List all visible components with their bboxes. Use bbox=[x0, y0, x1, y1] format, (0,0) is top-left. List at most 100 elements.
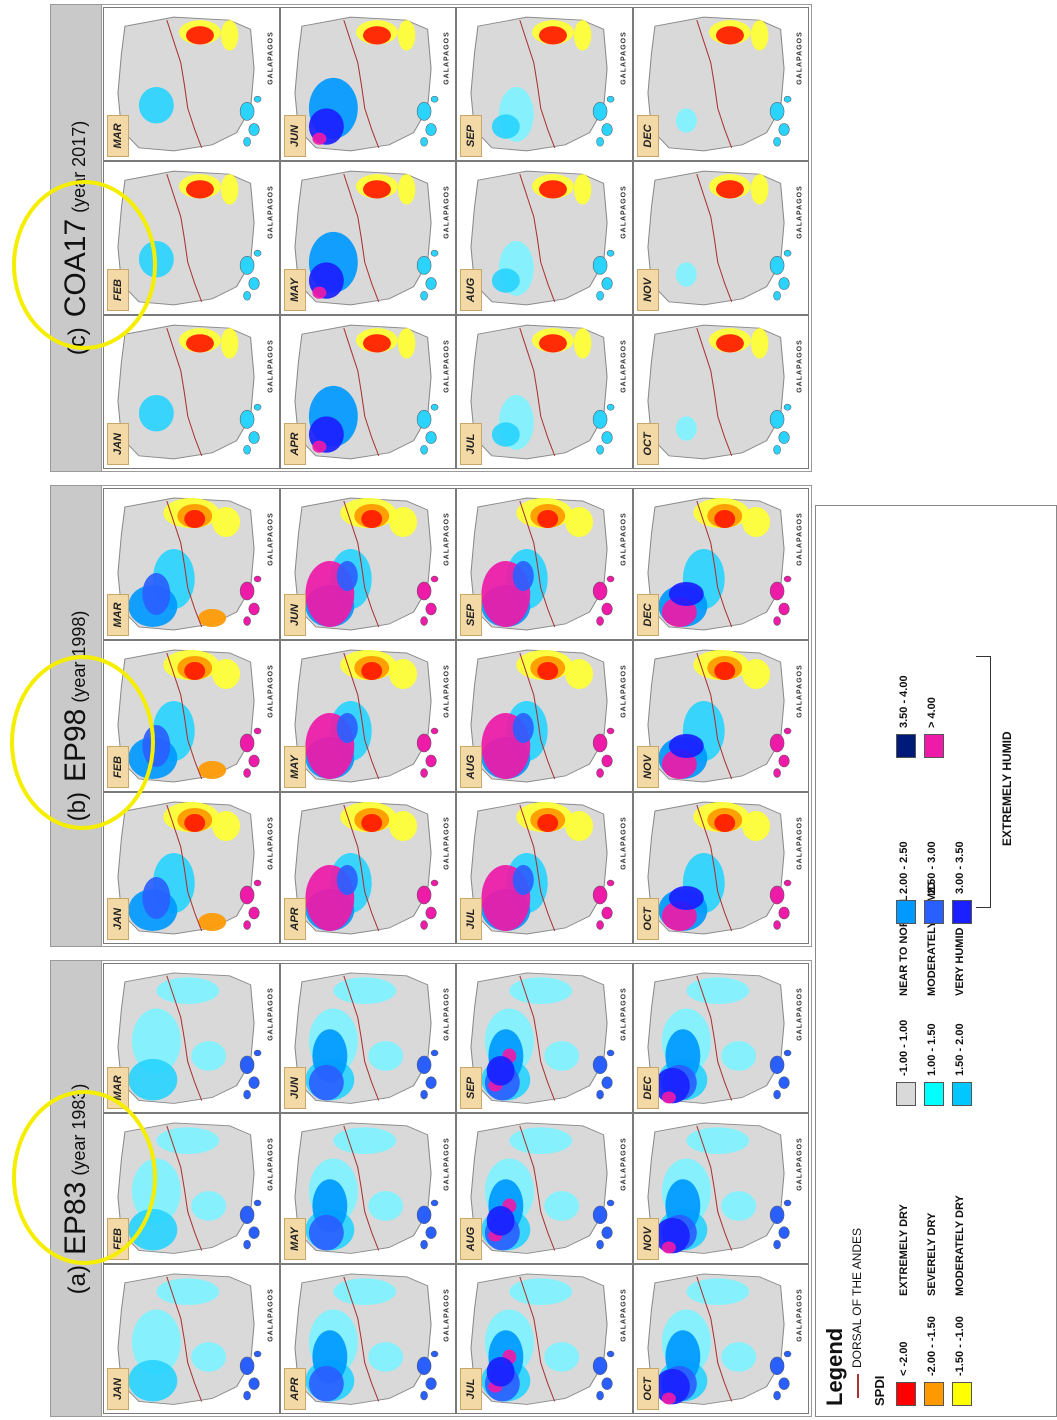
map-cell-oct: GALAPAGOS OCT bbox=[632, 1263, 809, 1414]
legend-range: < -2.00 bbox=[898, 1341, 910, 1376]
galapagos-label: GALAPAGOS bbox=[443, 31, 451, 85]
galapagos-label: GALAPAGOS bbox=[620, 185, 627, 239]
map-cell-apr: GALAPAGOS APR bbox=[279, 315, 456, 469]
ecuador-map bbox=[293, 324, 438, 460]
map-cell-jun: GALAPAGOS JUN bbox=[279, 7, 456, 161]
ecuador-map bbox=[470, 1273, 615, 1405]
legend-swatch bbox=[896, 734, 916, 758]
ecuador-map bbox=[293, 170, 438, 306]
dorsal-line bbox=[695, 174, 732, 302]
legend: Legend DORSAL OF THE ANDES SPDI < -2.00 EXTR… bbox=[815, 505, 1057, 1417]
dorsal-line bbox=[342, 975, 379, 1101]
map-cell-jan: GALAPAGOS JAN bbox=[103, 792, 280, 944]
ecuador-map bbox=[646, 972, 791, 1104]
dorsal-line bbox=[519, 20, 556, 148]
galapagos-label: GALAPAGOS bbox=[620, 512, 627, 566]
highlight-circle bbox=[10, 655, 155, 830]
map-cell-oct: GALAPAGOS OCT bbox=[632, 792, 809, 944]
legend-range: -1.00 - 1.00 bbox=[898, 1019, 910, 1076]
dorsal-line bbox=[342, 174, 379, 302]
legend-swatch bbox=[924, 1382, 944, 1406]
legend-swatch bbox=[896, 1382, 916, 1406]
map-cell-jul: GALAPAGOS JUL bbox=[456, 792, 633, 944]
dorsal-line bbox=[695, 20, 732, 148]
ecuador-map bbox=[470, 16, 615, 152]
map-cell-dec: GALAPAGOS DEC bbox=[632, 963, 809, 1114]
galapagos-label: GALAPAGOS bbox=[620, 339, 627, 393]
legend-spdi: SPDI bbox=[872, 1375, 887, 1406]
dorsal-line bbox=[695, 500, 732, 628]
ecuador-map bbox=[646, 1273, 791, 1405]
dorsal-line-sample bbox=[857, 1374, 859, 1398]
galapagos-label: GALAPAGOS bbox=[796, 664, 804, 718]
legend-swatch bbox=[896, 900, 916, 924]
map-cell-aug: GALAPAGOS AUG bbox=[456, 161, 633, 315]
galapagos-label: GALAPAGOS bbox=[267, 987, 274, 1041]
legend-range: 2.50 - 3.00 bbox=[926, 841, 938, 894]
dorsal-line bbox=[342, 804, 379, 932]
month-label: JAN bbox=[107, 898, 129, 940]
galapagos-label: GALAPAGOS bbox=[796, 816, 804, 870]
dorsal-line bbox=[695, 1126, 732, 1251]
month-label: JUN bbox=[283, 594, 306, 636]
legend-label: MODERATELY DRY bbox=[954, 1195, 966, 1296]
map-cell-apr: GALAPAGOS APR bbox=[279, 792, 456, 944]
map-cell-dec: GALAPAGOS DEC bbox=[632, 7, 809, 161]
ecuador-map bbox=[646, 1122, 791, 1255]
map-cell-sep: GALAPAGOS SEP bbox=[456, 963, 633, 1114]
dorsal-line bbox=[519, 328, 556, 456]
galapagos-label: GALAPAGOS bbox=[620, 1287, 627, 1342]
dorsal-line bbox=[166, 20, 203, 148]
legend-swatch bbox=[952, 1082, 972, 1106]
dorsal-line bbox=[695, 804, 732, 932]
dorsal-line bbox=[166, 1276, 203, 1402]
legend-range: -1.50 - -1.00 bbox=[954, 1316, 966, 1376]
legend-dorsal: DORSAL OF THE ANDES bbox=[850, 1227, 864, 1368]
highlight-circle bbox=[12, 1090, 157, 1265]
ecuador-map bbox=[117, 16, 262, 152]
dorsal-line bbox=[166, 1126, 203, 1251]
ecuador-map bbox=[470, 497, 615, 631]
galapagos-label: GALAPAGOS bbox=[267, 1137, 274, 1192]
month-label: AUG bbox=[460, 746, 482, 788]
galapagos-label: GALAPAGOS bbox=[267, 31, 274, 85]
month-label: JAN bbox=[107, 1367, 129, 1410]
galapagos-label: GALAPAGOS bbox=[267, 1287, 274, 1342]
legend-bracket bbox=[976, 656, 991, 908]
galapagos-label: GALAPAGOS bbox=[267, 185, 274, 239]
legend-range: -2.00 - -1.50 bbox=[926, 1316, 938, 1376]
ecuador-map bbox=[470, 649, 615, 783]
map-cell-jun: GALAPAGOS JUN bbox=[279, 963, 456, 1114]
dorsal-line bbox=[519, 1126, 556, 1251]
panel-ep98: (b)EP98(year 1998) GALAPAGOS MAR GALAPAGOS F… bbox=[50, 485, 812, 947]
dorsal-line bbox=[519, 174, 556, 302]
ecuador-map bbox=[293, 1122, 438, 1255]
galapagos-label: GALAPAGOS bbox=[620, 31, 627, 85]
map-cell-oct: GALAPAGOS OCT bbox=[632, 315, 809, 469]
ecuador-map bbox=[470, 170, 615, 306]
map-cell-dec: GALAPAGOS DEC bbox=[632, 488, 809, 640]
galapagos-label: GALAPAGOS bbox=[443, 339, 451, 393]
dorsal-line bbox=[166, 652, 203, 780]
legend-swatch bbox=[952, 1382, 972, 1406]
month-label: MAY bbox=[283, 1217, 306, 1260]
legend-range: 1.00 - 1.50 bbox=[926, 1023, 938, 1076]
ecuador-map bbox=[117, 497, 262, 631]
legend-swatch bbox=[924, 900, 944, 924]
galapagos-label: GALAPAGOS bbox=[267, 816, 274, 870]
galapagos-label: GALAPAGOS bbox=[796, 185, 804, 239]
dorsal-line bbox=[342, 20, 379, 148]
legend-swatch bbox=[896, 1082, 916, 1106]
galapagos-label: GALAPAGOS bbox=[267, 512, 274, 566]
month-label: SEP bbox=[460, 1067, 482, 1110]
month-label: JUN bbox=[283, 115, 306, 157]
map-cell-aug: GALAPAGOS AUG bbox=[456, 640, 633, 792]
month-label: MAY bbox=[283, 269, 306, 311]
month-label: NOV bbox=[636, 746, 659, 788]
legend-label: SEVERELY DRY bbox=[926, 1212, 938, 1296]
month-label: JUN bbox=[283, 1067, 306, 1110]
dorsal-line bbox=[695, 652, 732, 780]
galapagos-label: GALAPAGOS bbox=[443, 664, 451, 718]
map-cell-apr: GALAPAGOS APR bbox=[279, 1263, 456, 1414]
month-label: JAN bbox=[107, 423, 129, 465]
